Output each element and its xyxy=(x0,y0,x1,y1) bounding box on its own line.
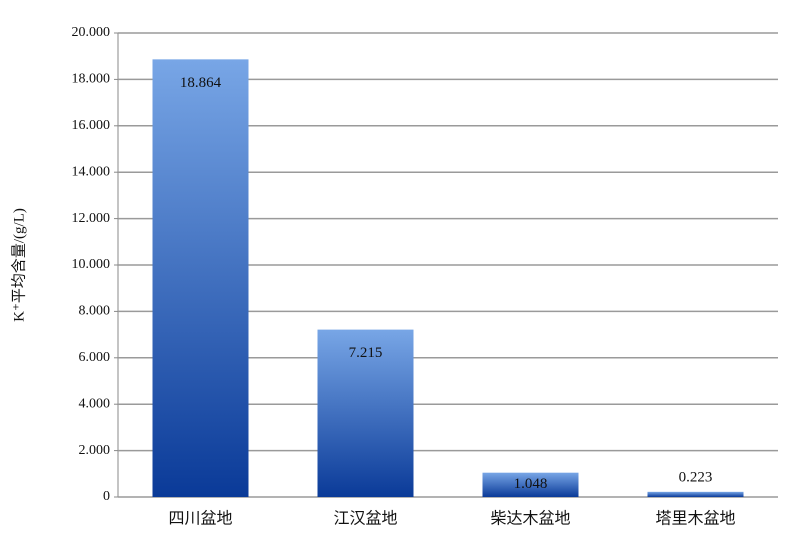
y-tick-label: 16.000 xyxy=(72,118,111,133)
y-tick-label: 18.000 xyxy=(72,72,111,87)
data-label: 7.215 xyxy=(349,345,383,361)
bar xyxy=(152,59,249,498)
y-tick-label: 4.000 xyxy=(79,396,111,411)
bar xyxy=(482,472,579,497)
y-tick-label: 14.000 xyxy=(72,164,111,179)
y-tick-label: 8.000 xyxy=(79,304,111,319)
y-tick-label: 10.000 xyxy=(72,257,111,272)
data-label: 1.048 xyxy=(514,476,548,492)
data-label: 18.864 xyxy=(180,75,222,91)
y-tick-label: 6.000 xyxy=(79,350,111,365)
bar xyxy=(317,329,414,497)
bar xyxy=(647,491,744,497)
x-tick-label: 江汉盆地 xyxy=(333,509,397,528)
y-axis-title: K⁺平均含量/(g/L) xyxy=(10,208,27,322)
data-label: 0.223 xyxy=(679,469,713,485)
y-tick-label: 20.000 xyxy=(72,25,111,40)
y-tick-label: 12.000 xyxy=(72,211,111,226)
x-tick-label: 柴达木盆地 xyxy=(490,509,570,528)
x-tick-label: 四川盆地 xyxy=(168,509,232,528)
x-tick-label: 塔里木盆地 xyxy=(655,509,735,528)
y-tick-label: 0 xyxy=(103,489,110,504)
y-tick-label: 2.000 xyxy=(79,443,111,458)
